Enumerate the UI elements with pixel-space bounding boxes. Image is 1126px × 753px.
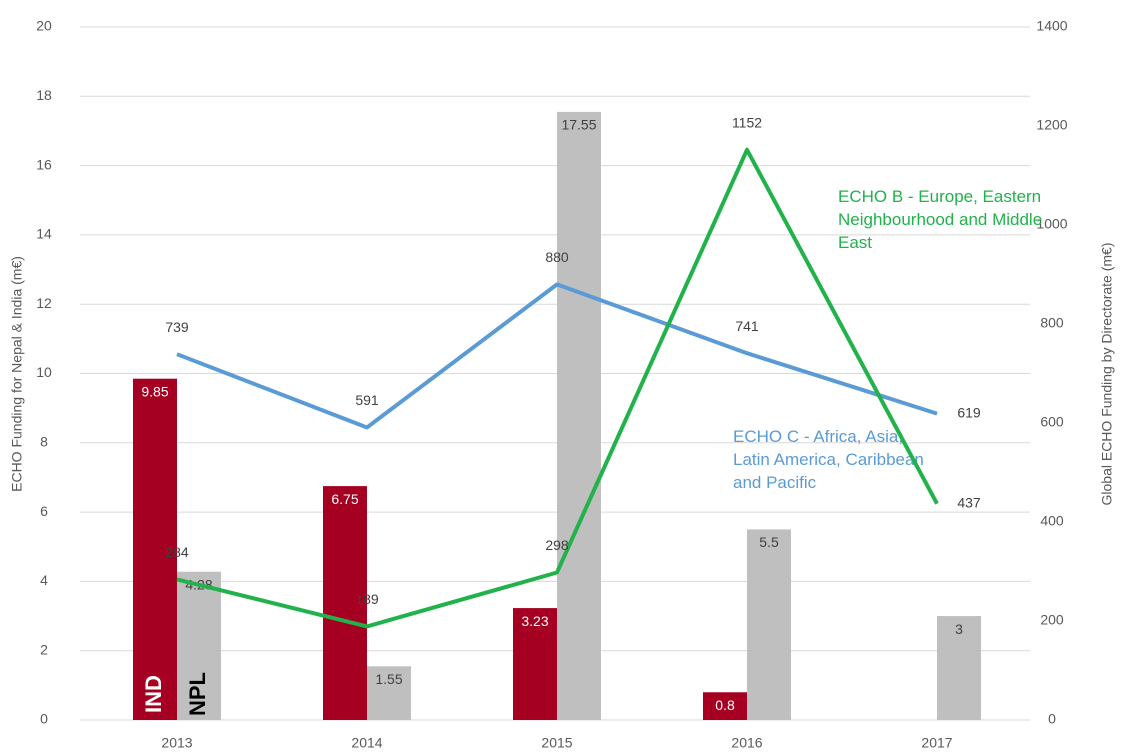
y2-tick-label: 1400 [1036, 18, 1067, 34]
data-label: 284 [165, 544, 189, 560]
data-label: 3 [955, 621, 963, 637]
data-label: 6.75 [331, 491, 358, 507]
data-label: 1152 [732, 114, 762, 130]
y-tick-label: 0 [40, 711, 48, 727]
bar [557, 111, 601, 720]
data-label: 298 [545, 537, 569, 553]
bar [747, 529, 791, 720]
line [176, 147, 939, 629]
y2-tick-label: 0 [1048, 711, 1056, 727]
bar [703, 692, 747, 720]
y2-tick-label: 400 [1040, 513, 1064, 529]
line [176, 282, 938, 430]
data-label: 739 [165, 319, 189, 335]
data-label: 880 [545, 249, 569, 265]
data-label: 0.8 [715, 697, 735, 713]
x-tick-label: 2017 [921, 735, 952, 751]
data-label: 1.55 [375, 671, 402, 687]
data-label: 591 [355, 392, 379, 408]
data-label: 741 [735, 318, 759, 334]
x-tick-label: 2014 [351, 735, 382, 751]
y2-tick-label: 800 [1040, 315, 1064, 331]
series-name: NPL [185, 672, 210, 716]
bar [133, 378, 177, 720]
y-tick-label: 12 [36, 295, 52, 311]
y-tick-label: 18 [36, 87, 52, 103]
y-tick-label: 10 [36, 364, 52, 380]
data-label: 189 [355, 591, 379, 607]
y2-tick-label: 200 [1040, 612, 1064, 628]
legend-text: ECHO C - Africa, Asia, Latin America, Ca… [733, 427, 924, 492]
y2-tick-label: 1200 [1036, 117, 1067, 133]
series-name: IND [141, 675, 166, 713]
legend-text: ECHO B - Europe, Eastern Neighbourhood a… [838, 187, 1043, 252]
x-tick-label: 2013 [161, 735, 192, 751]
data-label: 17.55 [561, 117, 596, 133]
y-tick-label: 16 [36, 156, 52, 172]
data-label: 437 [957, 494, 981, 510]
x-tick-label: 2015 [541, 735, 572, 751]
y-tick-label: 14 [36, 226, 52, 242]
data-label: 3.23 [521, 613, 548, 629]
data-label: 9.85 [141, 383, 168, 399]
y-axis-label: ECHO Funding for Nepal & India (m€) [9, 256, 25, 492]
y-tick-label: 2 [40, 641, 48, 657]
bar [177, 571, 221, 720]
y2-axis-label: Global ECHO Funding by Directorate (m€) [1099, 243, 1115, 506]
legend-label: ECHO C - Africa, Asia, Latin America, Ca… [733, 427, 924, 492]
y-tick-label: 4 [40, 572, 48, 588]
y-tick-label: 6 [40, 503, 48, 519]
bar [367, 666, 411, 720]
x-tick-label: 2016 [731, 735, 762, 751]
y-tick-label: 20 [36, 18, 52, 34]
bar [323, 486, 367, 720]
bar [937, 616, 981, 720]
legend-label: ECHO B - Europe, Eastern Neighbourhood a… [838, 187, 1043, 252]
data-label: 619 [957, 404, 981, 420]
y2-tick-label: 1000 [1036, 216, 1067, 232]
y2-tick-label: 600 [1040, 414, 1064, 430]
bar [513, 608, 557, 720]
y-tick-label: 8 [40, 434, 48, 450]
data-label: 5.5 [759, 534, 779, 550]
